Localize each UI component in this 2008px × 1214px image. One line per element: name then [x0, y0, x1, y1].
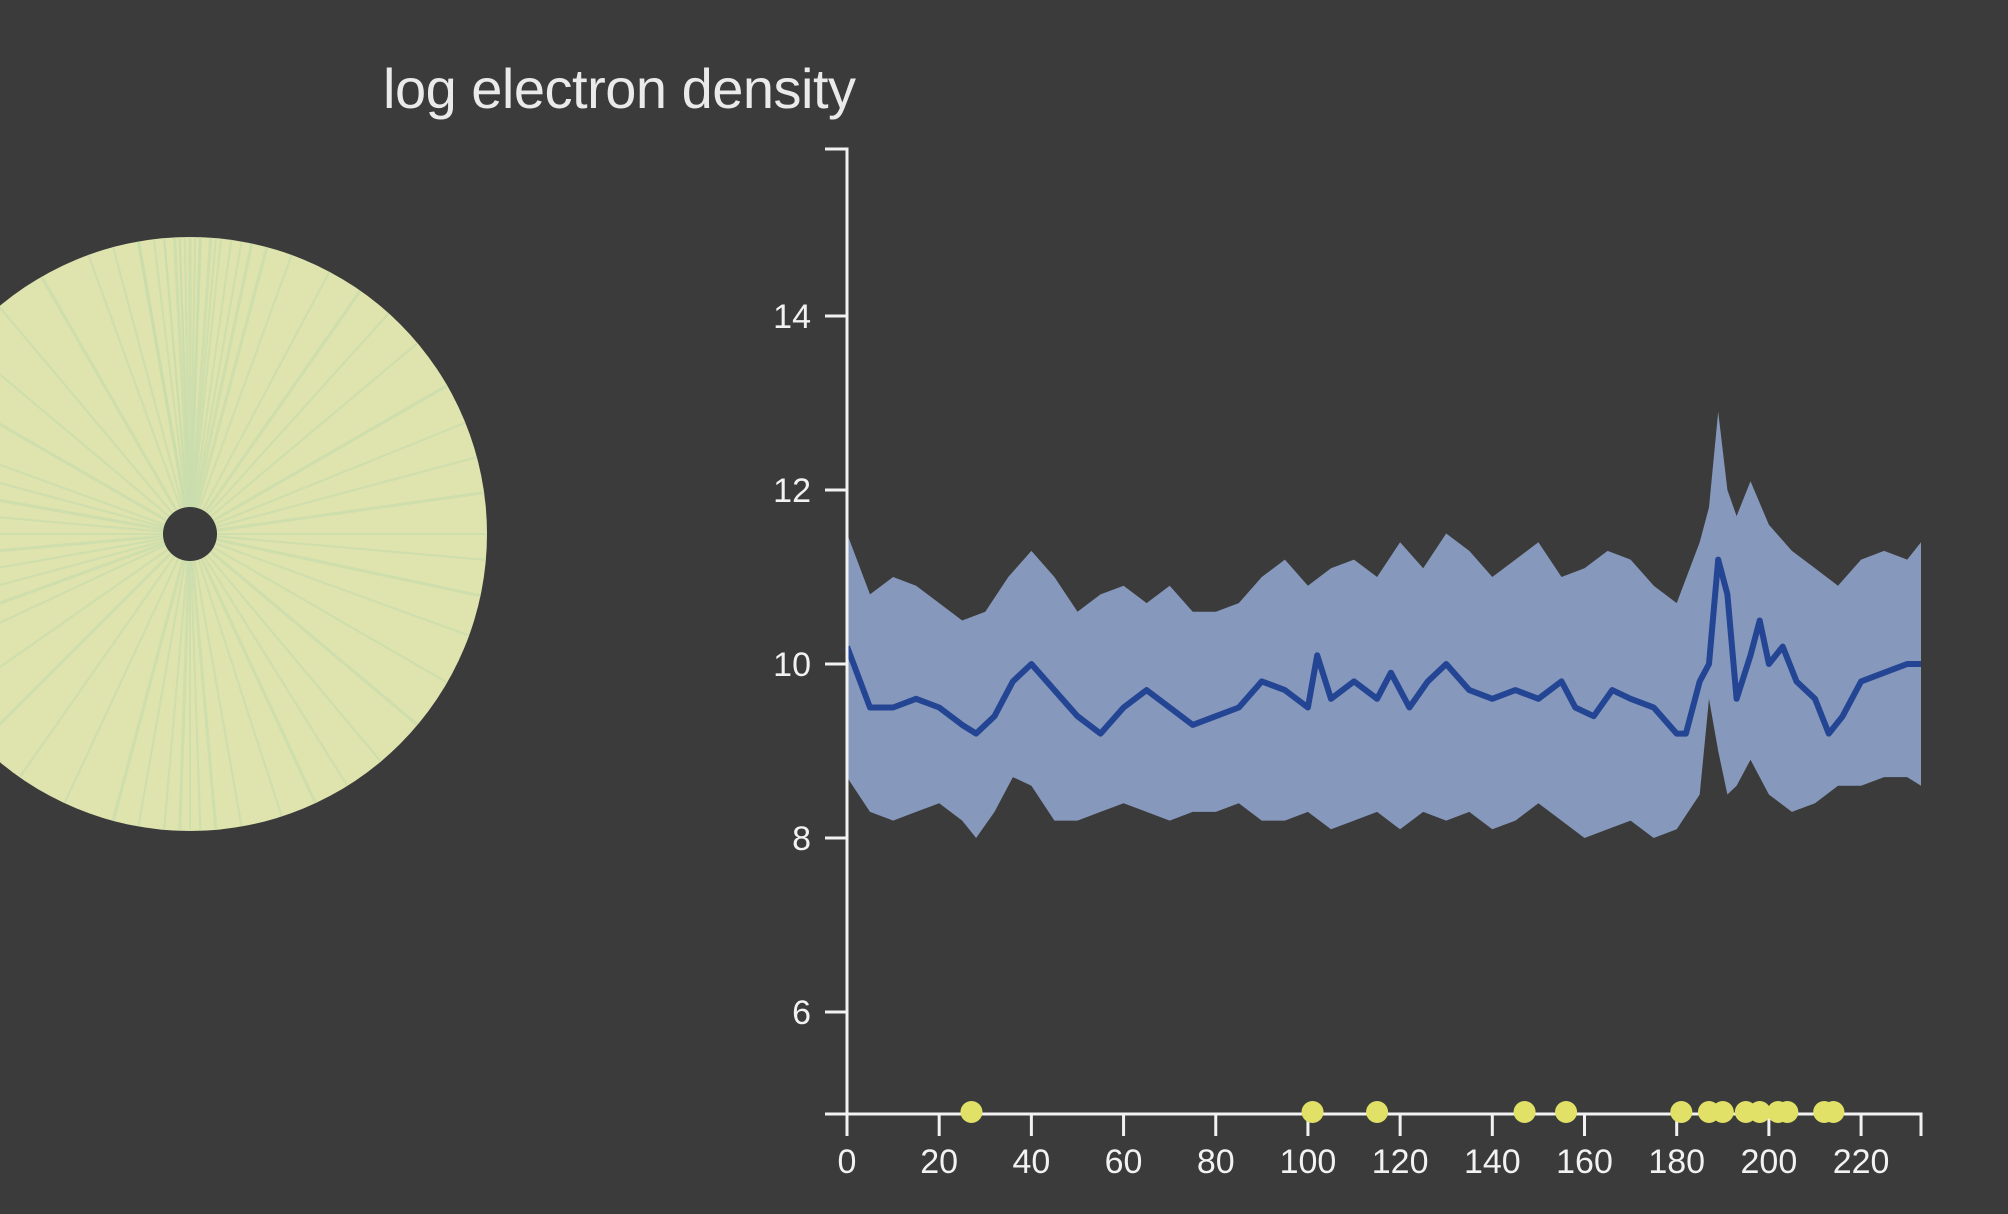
event-marker [1301, 1101, 1324, 1123]
event-marker [1366, 1101, 1389, 1123]
disc-ray [189, 533, 457, 689]
disc-ray [189, 379, 457, 536]
x-tick-label: 40 [1012, 1143, 1050, 1181]
disc-ray [188, 281, 368, 535]
event-marker [960, 1101, 983, 1123]
disc-ray [0, 335, 191, 535]
x-tick-label: 60 [1105, 1143, 1143, 1181]
disc-ray [189, 245, 296, 535]
x-tick-label: 100 [1280, 1143, 1337, 1181]
disc-center-hole [163, 507, 217, 561]
event-marker [1555, 1101, 1578, 1123]
x-tick-label: 220 [1833, 1143, 1890, 1181]
event-marker [1711, 1101, 1734, 1123]
disc-ray [135, 237, 192, 535]
disc-ray [0, 479, 191, 536]
y-tick-label: 12 [773, 472, 811, 510]
disc-ray [0, 453, 191, 535]
disc-ray [189, 533, 202, 831]
event-marker [1822, 1101, 1845, 1123]
disc-ray [189, 418, 476, 535]
confidence-band [847, 411, 1921, 838]
disc-ray [162, 237, 191, 535]
mean-line-layer [844, 556, 1921, 737]
x-tick-label: 140 [1464, 1143, 1521, 1181]
disc-ray [109, 237, 191, 535]
disc-ray [0, 532, 191, 563]
disc-ray [162, 533, 191, 831]
x-tick-label: 0 [838, 1143, 857, 1181]
mean-line [844, 556, 1921, 737]
disc-ray [189, 262, 336, 535]
disc-ray [189, 237, 218, 535]
event-marker [1748, 1101, 1771, 1123]
event-marker [1776, 1101, 1799, 1123]
y-axis-line [825, 147, 849, 1116]
x-tick-label: 20 [920, 1143, 958, 1181]
x-tick-label: 160 [1556, 1143, 1613, 1181]
disc-ray [189, 453, 487, 535]
disc-ray [189, 305, 397, 535]
x-tick-label: 80 [1197, 1143, 1235, 1181]
confidence-band-layer [847, 411, 1921, 838]
disc-ray [0, 533, 191, 615]
disc-ray [84, 245, 191, 535]
disc-ray [0, 533, 191, 665]
disc-ray [189, 237, 245, 535]
disc-ray [189, 532, 487, 600]
disc-ray [188, 237, 256, 535]
disc-ray [0, 533, 191, 589]
disc-ray [189, 489, 487, 536]
x-tick-label: 180 [1648, 1143, 1705, 1181]
disc-ray [189, 237, 234, 535]
disc-ray [177, 533, 192, 831]
disc-ray [0, 532, 192, 753]
disc-ray [189, 533, 245, 831]
y-tick-label: 6 [792, 994, 811, 1032]
x-tick-label: 120 [1372, 1143, 1429, 1181]
disc-ray [188, 533, 219, 831]
disc-ray [188, 237, 203, 535]
disc-ray [188, 533, 322, 813]
y-tick-label: 8 [792, 820, 811, 858]
disc-ray [188, 237, 271, 535]
event-marker [1670, 1101, 1693, 1123]
disc-ray [35, 267, 192, 535]
disc-ray [59, 533, 191, 813]
disc-ray [151, 237, 191, 535]
disc-ray [0, 428, 191, 535]
disc-ray [189, 533, 479, 640]
disc-ray [135, 533, 191, 831]
y-tick-label: 14 [773, 298, 811, 336]
disc-ray [0, 532, 191, 641]
disc-ray [189, 533, 286, 827]
chart-title: log electron density [383, 57, 856, 120]
disc-ray [13, 533, 191, 787]
disc-ray [178, 237, 191, 535]
disc-ray [0, 506, 191, 535]
disc-rays [0, 237, 487, 831]
x-tick-label: 200 [1741, 1143, 1798, 1181]
y-tick-label: 10 [773, 646, 811, 684]
disc-ray [0, 379, 191, 536]
disc-ray [189, 533, 487, 562]
disc-ray [189, 532, 427, 733]
disc-ray [189, 533, 354, 795]
disc-ray [189, 533, 389, 770]
event-marker [1513, 1101, 1536, 1123]
disc-ray [0, 298, 191, 535]
disc-ray [189, 335, 426, 535]
event-markers [960, 1101, 1845, 1123]
disc-ray [109, 533, 192, 831]
disc-ray [0, 533, 191, 711]
